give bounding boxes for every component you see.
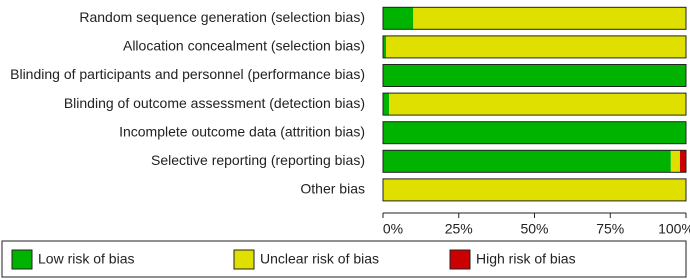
y-tick-label: Allocation concealment (selection bias) xyxy=(123,38,365,54)
legend-frame xyxy=(1,240,687,278)
x-tick-label: 50% xyxy=(520,221,548,237)
y-tick-label: Blinding of outcome assessment (detectio… xyxy=(64,95,365,111)
y-tick-label: Other bias xyxy=(300,181,365,197)
legend-swatch xyxy=(449,249,471,270)
bar-segment xyxy=(389,93,686,116)
bar-segment xyxy=(383,7,414,30)
legend-label: High risk of bias xyxy=(476,251,576,267)
x-tick-label: 75% xyxy=(596,221,624,237)
y-tick-label: Random sequence generation (selection bi… xyxy=(79,9,365,25)
bar-frame xyxy=(382,64,687,87)
bar-segment xyxy=(386,35,686,58)
bar-segment xyxy=(413,7,686,30)
bar-frame xyxy=(382,121,687,145)
x-tick-label: 100% xyxy=(658,221,690,237)
x-tick-label: 25% xyxy=(445,221,473,237)
legend-swatch xyxy=(11,249,33,270)
bar-segment xyxy=(383,178,686,201)
x-tick-label: 0% xyxy=(383,221,403,237)
y-tick-label: Selective reporting (reporting bias) xyxy=(151,152,365,168)
bar-frame xyxy=(382,149,687,173)
legend-label: Low risk of bias xyxy=(38,251,134,267)
bar-segment xyxy=(383,93,390,116)
bar-segment xyxy=(679,150,686,173)
bar-segment xyxy=(383,150,671,173)
bar-frame xyxy=(382,35,687,59)
y-tick-label: Blinding of participants and personnel (… xyxy=(10,66,365,82)
bar-frame xyxy=(382,92,687,116)
bar-segment xyxy=(670,150,680,173)
legend-swatch xyxy=(233,249,255,270)
bar-frame xyxy=(382,6,687,30)
y-tick-label: Incomplete outcome data (attrition bias) xyxy=(119,123,365,139)
bar-segment xyxy=(383,35,387,58)
bar-segment xyxy=(383,64,686,87)
bar-segment xyxy=(383,121,686,144)
bar-frame xyxy=(382,178,687,202)
legend-label: Unclear risk of bias xyxy=(260,251,379,267)
